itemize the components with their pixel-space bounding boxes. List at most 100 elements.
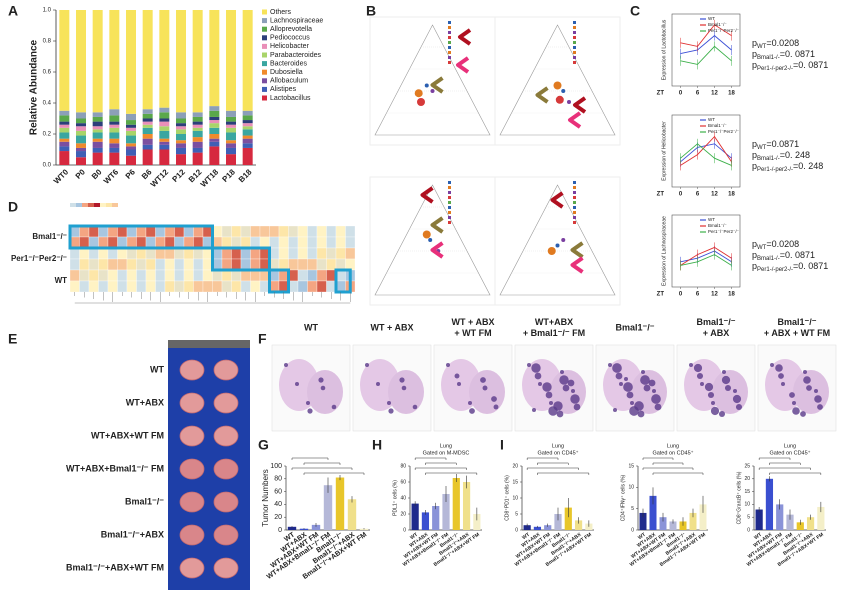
y-tick-label: 0	[631, 527, 634, 533]
bar-segment	[92, 121, 103, 127]
ternary-legend-key	[448, 186, 451, 189]
legend-label: WT	[708, 217, 715, 222]
ternary-legend-key	[448, 61, 451, 64]
ternary-legend-key	[573, 201, 576, 204]
ternary-frame	[494, 16, 621, 146]
bar-segment	[109, 127, 120, 133]
bar	[287, 526, 297, 530]
bar-segment	[109, 147, 120, 153]
cluster-box	[211, 246, 271, 272]
p-prefix: p	[752, 49, 757, 59]
p-value: pBmal1-/-=0. 0871	[752, 49, 815, 60]
tumor-nodule	[562, 384, 570, 392]
y-tick-label: 40	[400, 495, 406, 501]
tumor-nodule	[318, 377, 324, 383]
bar-segment	[76, 126, 86, 131]
panel-label: B	[366, 3, 376, 19]
arrow-marker	[570, 241, 584, 259]
bar-segment	[59, 138, 70, 142]
tumor-nodule	[307, 408, 313, 414]
significance-bracket	[414, 467, 467, 470]
heatmap-cell	[307, 258, 318, 271]
tumor-lung	[179, 425, 205, 447]
bar	[544, 525, 552, 530]
series-line	[680, 45, 732, 65]
ternary-legend-key	[573, 36, 576, 39]
heatmap-cell	[79, 225, 90, 238]
bar-segment	[226, 10, 236, 111]
tumor-nodule	[573, 403, 581, 411]
y-tick-label: 15	[744, 489, 750, 495]
heatmap-cell	[98, 269, 109, 282]
heatmap-cell	[231, 258, 242, 271]
tumor-nodule	[531, 363, 541, 373]
bar	[776, 504, 784, 530]
tumor-nodule	[651, 394, 661, 404]
p-prefix: p	[752, 150, 757, 160]
bar-segment	[59, 115, 70, 122]
ternary-legend-key	[573, 196, 576, 199]
bar	[421, 512, 430, 530]
x-tick-label: 12	[711, 292, 718, 298]
heatmap-cell	[174, 247, 185, 260]
tumor-nodule	[612, 363, 622, 373]
tumor-nodule	[538, 382, 542, 386]
bar-segment	[126, 10, 136, 114]
legend-label: Allobaculum	[270, 78, 308, 85]
series-line	[680, 35, 732, 55]
tumor-nodule	[693, 363, 703, 373]
heatmap-cell	[240, 225, 251, 238]
y-tick-label: 100	[270, 463, 282, 470]
heatmap-cell	[288, 258, 299, 271]
heatmap-cell	[79, 236, 90, 249]
heatmap-cell	[145, 280, 156, 293]
bar-segment	[76, 123, 86, 127]
bar	[411, 503, 419, 530]
p-group: Per1-/-per2-/-	[757, 66, 793, 72]
bar-segment	[109, 152, 120, 165]
column-title: Bmal1⁻/⁻	[777, 317, 816, 327]
group-label: WT+ABX+Bmal1⁻/⁻ FM	[66, 463, 164, 473]
p-text: =0. 0871	[793, 261, 828, 271]
significance-bracket	[291, 457, 329, 460]
group-label: WT+ABX+WT FM	[91, 430, 164, 440]
tumor-nodule	[306, 401, 310, 405]
y-tick-label: 10	[744, 502, 750, 508]
tumor-nodule	[696, 372, 704, 380]
bar	[817, 506, 825, 530]
bar-segment	[92, 129, 103, 133]
legend-label: Per1⁻/⁻Per2⁻/⁻	[708, 28, 740, 33]
legend-swatch	[262, 86, 267, 92]
tumor-nodule	[711, 401, 715, 405]
heatmap-cell	[345, 225, 356, 238]
heatmap-cell	[335, 225, 346, 238]
p-group: WT	[757, 245, 767, 251]
tumor-nodule	[553, 401, 563, 411]
tumor-nodule	[482, 385, 488, 391]
y-axis-label: Expression of Lachnospiraceae	[661, 216, 667, 286]
bar-segment	[226, 154, 236, 165]
bar-segment	[242, 147, 253, 165]
y-tick-label: 1.0	[43, 8, 52, 14]
bar-segment	[192, 10, 203, 113]
column-title: Bmal1⁻/⁻	[615, 322, 654, 332]
legend-swatch	[262, 95, 267, 101]
y-tick-label: 0.6	[43, 70, 52, 76]
ternary-point	[414, 89, 423, 98]
tumor-lung	[213, 557, 239, 579]
y-tick-label: 40	[274, 501, 282, 508]
bar-segment	[159, 141, 170, 145]
bar-segment	[76, 10, 86, 113]
ternary-point	[561, 89, 566, 93]
significance-bracket	[769, 462, 801, 465]
y-tick-label: 15	[512, 479, 518, 485]
heatmap-cell	[107, 280, 118, 293]
heatmap-cell	[278, 247, 289, 260]
heatmap-cell	[278, 258, 289, 271]
p-value: pWT=0.0208	[752, 239, 799, 250]
p-group: WT	[757, 145, 767, 151]
heatmap-cell	[117, 236, 128, 249]
bar	[452, 478, 460, 530]
heatmap-cell	[269, 236, 280, 249]
bar-segment	[242, 115, 253, 121]
